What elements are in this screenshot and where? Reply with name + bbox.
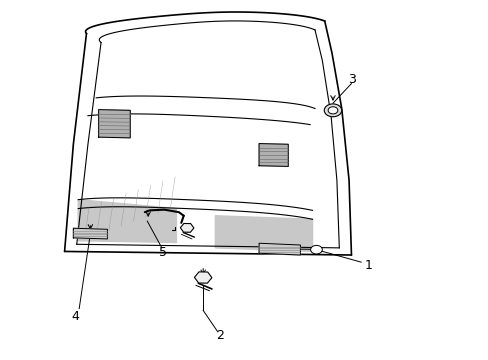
Polygon shape xyxy=(99,110,130,138)
Polygon shape xyxy=(259,243,300,255)
Circle shape xyxy=(324,104,341,117)
Text: 5: 5 xyxy=(159,246,167,258)
Polygon shape xyxy=(215,216,312,251)
Circle shape xyxy=(310,246,322,254)
Text: 4: 4 xyxy=(71,310,79,323)
Text: 3: 3 xyxy=(348,73,356,86)
Text: 2: 2 xyxy=(216,329,224,342)
Polygon shape xyxy=(259,144,287,166)
Polygon shape xyxy=(78,200,176,243)
Text: 1: 1 xyxy=(364,258,372,271)
Polygon shape xyxy=(73,228,107,239)
Circle shape xyxy=(327,107,337,114)
